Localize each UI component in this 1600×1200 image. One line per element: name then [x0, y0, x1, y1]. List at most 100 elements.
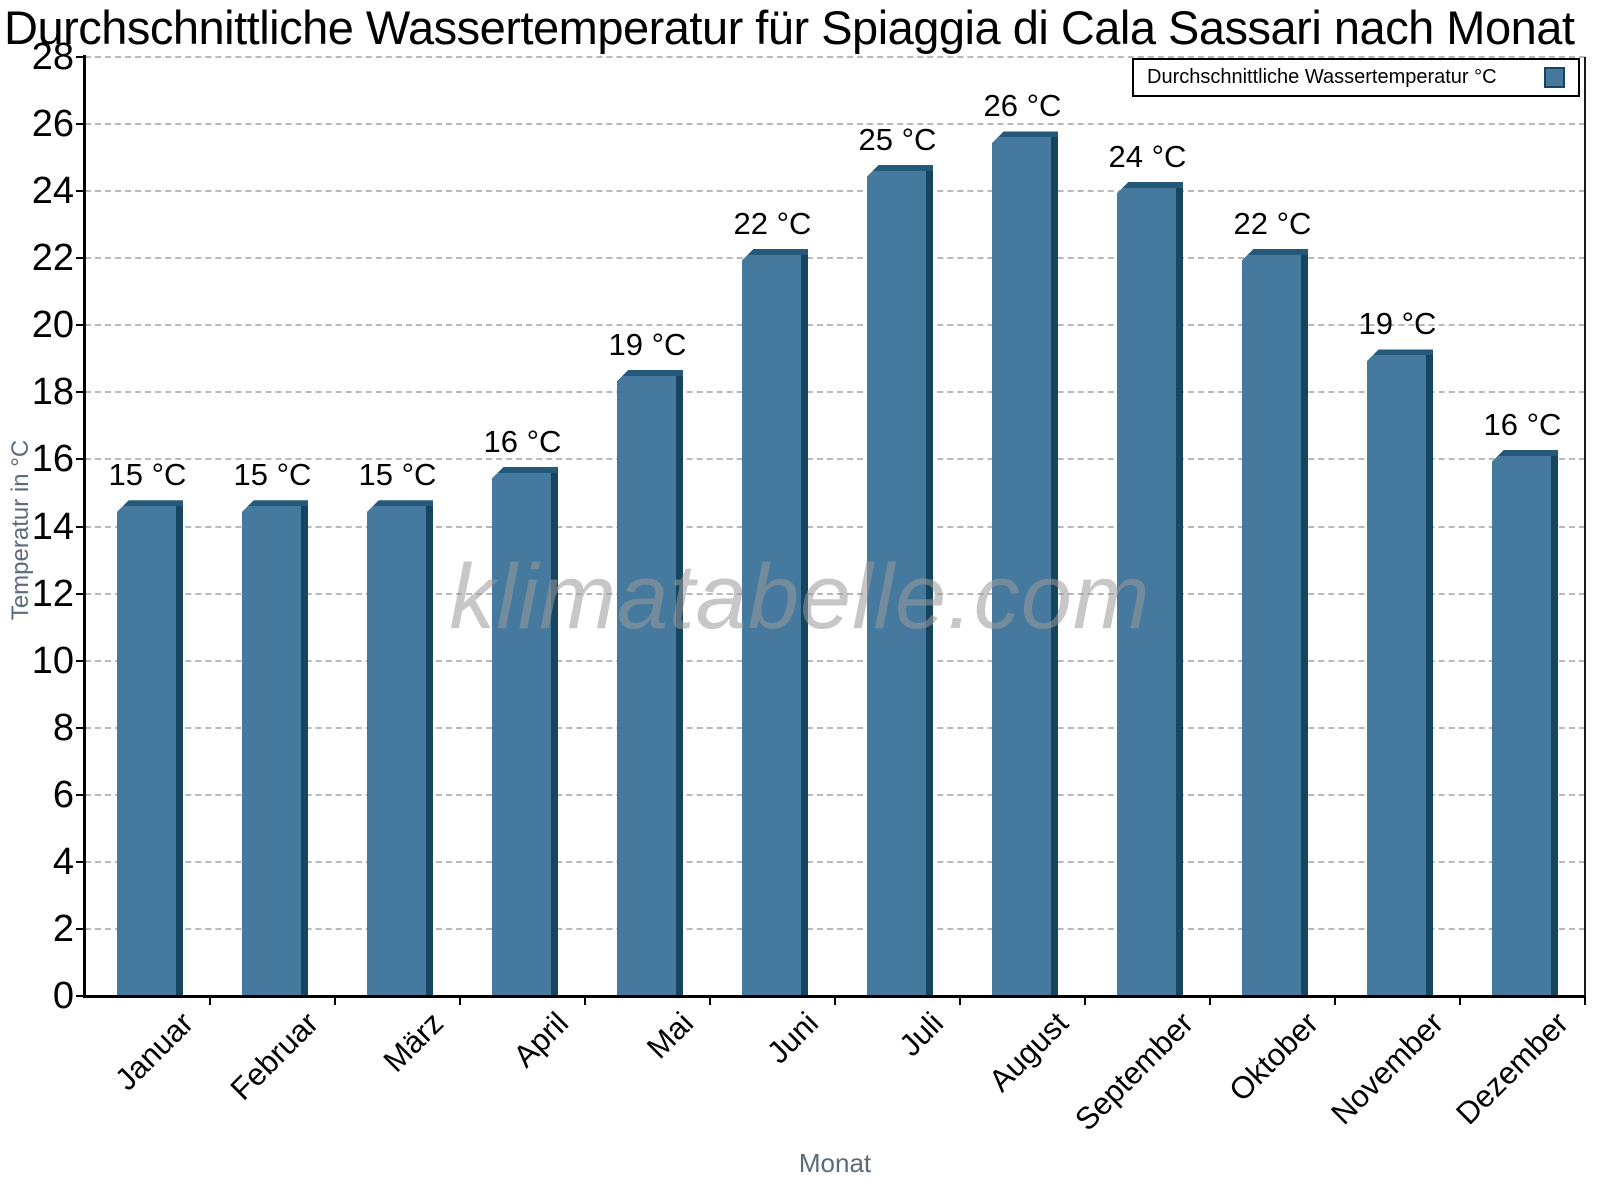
bar-top-face	[616, 369, 684, 376]
bar-april	[491, 466, 559, 996]
gridline-20	[85, 324, 1585, 327]
bar-november	[1366, 349, 1434, 996]
bar-value-label-marz: 15 °C	[358, 457, 437, 493]
x-tick-12	[1584, 996, 1586, 1005]
y-tick-2	[76, 927, 85, 930]
legend: Durchschnittliche Wassertemperatur °C	[1132, 58, 1580, 97]
x-label-juli: Juli	[891, 1005, 950, 1063]
bar-top-face	[991, 131, 1059, 138]
x-tick-6	[834, 996, 836, 1005]
bar-juni	[741, 248, 809, 996]
bar-august	[991, 131, 1059, 996]
y-tick-20	[76, 324, 85, 327]
bar-main-face	[1366, 355, 1427, 996]
bar-top-face	[241, 500, 309, 507]
y-tick-label-10: 10	[31, 639, 74, 682]
x-tick-2	[334, 996, 336, 1005]
x-axis-title: Monat	[798, 1148, 872, 1178]
y-tick-label-20: 20	[31, 304, 74, 347]
y-tick-label-8: 8	[52, 706, 74, 749]
plot-right-border	[1584, 57, 1586, 996]
bar-value-label-juli: 25 °C	[858, 122, 937, 158]
bar-top-face	[491, 466, 559, 473]
y-tick-label-14: 14	[31, 505, 74, 548]
y-tick-label-4: 4	[52, 840, 74, 883]
bar-top-face	[366, 500, 434, 507]
x-tick-1	[209, 996, 211, 1005]
y-tick-label-12: 12	[31, 572, 74, 615]
bar-top-face	[116, 500, 184, 507]
watermark: klimatabelle.com	[449, 546, 1151, 648]
y-tick-18	[76, 391, 85, 394]
gridline-12	[85, 592, 1585, 595]
y-tick-12	[76, 592, 85, 595]
bar-oktober	[1241, 248, 1309, 996]
x-label-januar: Januar	[107, 1005, 200, 1098]
x-tick-4	[584, 996, 586, 1005]
bar-main-face	[366, 506, 427, 996]
bar-main-face	[1116, 187, 1177, 996]
y-tick-26	[76, 123, 85, 126]
x-tick-11	[1459, 996, 1461, 1005]
bar-september	[1116, 181, 1184, 996]
gridline-2	[85, 927, 1585, 930]
bar-februar	[241, 500, 309, 996]
x-label-august: August	[981, 1005, 1075, 1099]
y-tick-16	[76, 458, 85, 461]
bar-juli	[866, 165, 934, 996]
bar-main-face	[616, 375, 677, 996]
x-label-november: November	[1323, 1005, 1450, 1132]
bar-marz	[366, 500, 434, 996]
bar-value-label-dezember: 16 °C	[1483, 407, 1562, 443]
y-tick-8	[76, 726, 85, 729]
y-tick-22	[76, 257, 85, 260]
y-tick-label-16: 16	[31, 438, 74, 481]
y-tick-label-6: 6	[52, 773, 74, 816]
x-label-dezember: Dezember	[1448, 1005, 1575, 1132]
bar-main-face	[116, 506, 177, 996]
bar-main-face	[866, 171, 927, 996]
x-tick-8	[1084, 996, 1086, 1005]
gridline-26	[85, 123, 1585, 126]
bar-value-label-mai: 19 °C	[608, 326, 687, 362]
legend-swatch	[1544, 67, 1565, 88]
gridline-16	[85, 458, 1585, 461]
x-label-september: September	[1067, 1005, 1200, 1138]
x-label-marz: März	[376, 1005, 450, 1079]
gridline-6	[85, 793, 1585, 796]
bar-value-label-april: 16 °C	[483, 423, 562, 459]
bar-value-label-februar: 15 °C	[233, 457, 312, 493]
bar-top-face	[1241, 248, 1309, 255]
gridline-28	[85, 56, 1585, 58]
x-tick-7	[959, 996, 961, 1005]
bar-main-face	[1491, 456, 1552, 996]
bar-main-face	[991, 137, 1052, 996]
gridline-8	[85, 726, 1585, 729]
bar-value-label-oktober: 22 °C	[1233, 205, 1312, 241]
y-tick-label-18: 18	[31, 371, 74, 414]
x-label-oktober: Oktober	[1221, 1005, 1325, 1109]
bar-januar	[116, 500, 184, 996]
y-tick-label-22: 22	[31, 237, 74, 280]
y-tick-label-0: 0	[52, 975, 74, 1017]
bar-value-label-november: 19 °C	[1358, 306, 1437, 342]
gridline-4	[85, 860, 1585, 863]
gridline-18	[85, 391, 1585, 394]
x-label-juni: Juni	[759, 1005, 825, 1071]
bar-top-face	[866, 165, 934, 172]
y-tick-label-2: 2	[52, 907, 74, 950]
x-tick-3	[459, 996, 461, 1005]
gridline-10	[85, 659, 1585, 662]
y-tick-label-24: 24	[31, 170, 74, 213]
bar-top-face	[1116, 181, 1184, 188]
bar-top-face	[741, 248, 809, 255]
x-tick-10	[1334, 996, 1336, 1005]
y-tick-label-28: 28	[31, 36, 74, 78]
x-label-april: April	[505, 1005, 575, 1074]
bar-dezember	[1491, 450, 1559, 996]
bar-main-face	[1241, 254, 1302, 996]
bar-main-face	[491, 472, 552, 996]
bar-mai	[616, 369, 684, 996]
bar-top-face	[1366, 349, 1434, 356]
